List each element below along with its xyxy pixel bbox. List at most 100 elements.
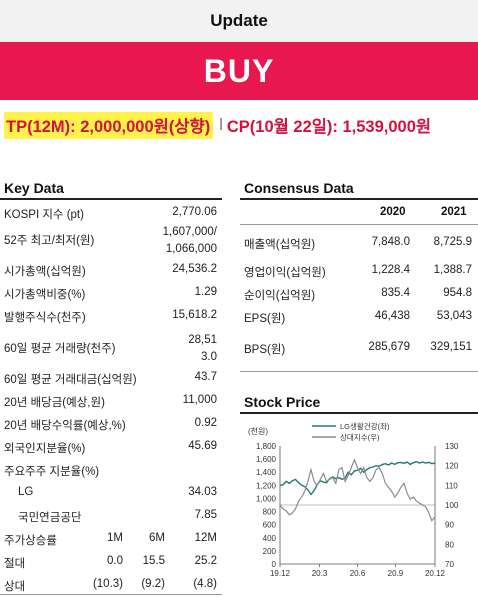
returns-cell: 절대 bbox=[4, 558, 26, 570]
key-data-value: 11,000 bbox=[183, 394, 217, 406]
key-data-label: 시가총액비중(%) bbox=[4, 289, 86, 301]
key-data-label: 20년 배당금(예상,원) bbox=[4, 397, 105, 409]
x-tick-label: 20.3 bbox=[312, 569, 328, 578]
consensus-label: BPS(원) bbox=[244, 344, 286, 356]
returns-cell: 25.2 bbox=[194, 555, 217, 567]
consensus-label: EPS(원) bbox=[244, 313, 286, 325]
key-data-value-line: 1,607,000/ bbox=[162, 226, 217, 238]
separator: l bbox=[219, 115, 223, 134]
consensus-value: 954.8 bbox=[443, 287, 472, 299]
returns-cell: 상대 bbox=[4, 581, 26, 593]
rating-banner: BUY bbox=[0, 42, 478, 100]
key-data-value-line: 7.85 bbox=[194, 509, 217, 521]
key-data-value-line: 1.29 bbox=[194, 286, 217, 298]
y-right-tick-label: 130 bbox=[445, 442, 459, 451]
legend-label: 상대지수(우) bbox=[340, 432, 380, 442]
key-data-value-line: 11,000 bbox=[182, 394, 217, 406]
key-data-value: 0.92 bbox=[195, 417, 217, 429]
key-data-value: 45.69 bbox=[188, 440, 217, 452]
consensus-label: 매출액(십억원) bbox=[244, 239, 316, 251]
y-right-tick-label: 100 bbox=[445, 501, 459, 510]
stock-price-top-rule bbox=[240, 412, 478, 414]
series-line-relative bbox=[279, 458, 436, 522]
consensus-value: 53,043 bbox=[436, 310, 472, 322]
target-price: TP(12M): 2,000,000원(상향) bbox=[4, 111, 214, 139]
consensus-year-1: 2020 bbox=[380, 206, 406, 218]
key-data-value-line: 15,618.2 bbox=[172, 309, 217, 321]
x-tick-label: 19.12 bbox=[270, 569, 291, 578]
x-tick-label: 20.12 bbox=[425, 569, 446, 578]
returns-cell: (9.2) bbox=[141, 578, 165, 590]
y-left-tick-label: 0 bbox=[272, 560, 277, 569]
consensus-year-2: 2021 bbox=[441, 206, 467, 218]
returns-cell: 12M bbox=[194, 532, 217, 544]
key-data-bottom-rule bbox=[0, 594, 222, 595]
x-tick-label: 20.6 bbox=[350, 569, 366, 578]
y-left-tick-label: 200 bbox=[263, 547, 277, 556]
y-right-tick-label: 90 bbox=[445, 521, 454, 530]
stock-price-title: Stock Price bbox=[244, 394, 321, 410]
key-data-value: 34.03 bbox=[188, 486, 217, 498]
key-data-value: 28,51 3.0 bbox=[188, 332, 217, 366]
consensus-label: 영업이익(십억원) bbox=[244, 267, 326, 279]
consensus-value: 835.4 bbox=[381, 287, 410, 299]
consensus-bottom-rule bbox=[240, 371, 478, 372]
key-data-value-line: 1,066,000 bbox=[165, 243, 217, 255]
consensus-value: 8,725.9 bbox=[433, 236, 472, 248]
y-left-tick-label: 1,600 bbox=[256, 455, 277, 464]
key-data-label: 20년 배당수익률(예상,%) bbox=[4, 420, 126, 432]
returns-cell: 0.0 bbox=[107, 555, 123, 567]
key-data-label: 60일 평균 거래대금(십억원) bbox=[4, 374, 137, 386]
key-data-value-line: 28,51 bbox=[188, 334, 217, 346]
key-data-value: 15,618.2 bbox=[172, 309, 217, 321]
returns-cell: 1M bbox=[107, 532, 123, 544]
key-data-label: 60일 평균 거래량(천주) bbox=[4, 343, 116, 355]
y-left-tick-label: 800 bbox=[263, 508, 277, 517]
key-data-label: 국민연금공단 bbox=[18, 512, 82, 524]
x-tick-label: 20.9 bbox=[388, 569, 404, 578]
returns-cell: (4.8) bbox=[193, 578, 217, 590]
consensus-value: 285,679 bbox=[368, 341, 410, 353]
y-right-tick-label: 80 bbox=[445, 540, 454, 549]
y-left-tick-label: 1,400 bbox=[256, 468, 277, 477]
y-left-tick-label: 1,200 bbox=[256, 481, 277, 490]
y-left-tick-label: 600 bbox=[263, 521, 277, 530]
consensus-value: 329,151 bbox=[430, 341, 472, 353]
consensus-value: 1,388.7 bbox=[433, 264, 472, 276]
consensus-title: Consensus Data bbox=[244, 180, 354, 196]
key-data-value-line: 24,536.2 bbox=[172, 263, 217, 275]
key-data-value: 2,770.06 bbox=[172, 206, 217, 218]
y-left-tick-label: 1,000 bbox=[256, 494, 277, 503]
key-data-label: 발행주식수(천주) bbox=[4, 312, 86, 324]
key-data-value-line: 45.69 bbox=[188, 440, 217, 452]
y-left-tick-label: 1,800 bbox=[256, 442, 277, 451]
consensus-value: 7,848.0 bbox=[371, 236, 410, 248]
y-right-tick-label: 120 bbox=[445, 462, 459, 471]
legend-label: LG생활건강(좌) bbox=[340, 421, 390, 431]
y-left-tick-label: 400 bbox=[263, 534, 277, 543]
target-price-line: TP(12M): 2,000,000원(상향) l CP(10월 22일): 1… bbox=[4, 111, 431, 139]
consensus-header-rule bbox=[240, 224, 478, 225]
key-data-value-line: 3.0 bbox=[201, 351, 217, 363]
returns-cell: (10.3) bbox=[92, 578, 123, 590]
consensus-label: 순이익(십억원) bbox=[244, 290, 316, 302]
key-data-value: 24,536.2 bbox=[172, 263, 217, 275]
update-label: Update bbox=[210, 11, 268, 30]
key-data-title: Key Data bbox=[4, 180, 64, 196]
key-data-value: 1,607,000/1,066,000 bbox=[163, 224, 217, 258]
consensus-value: 1,228.4 bbox=[371, 264, 410, 276]
key-data-value-line: 2,770.06 bbox=[172, 206, 217, 218]
consensus-top-rule bbox=[240, 198, 478, 200]
key-data-value-line: 0.92 bbox=[194, 417, 217, 429]
report-type-banner: Update bbox=[0, 0, 478, 42]
key-data-label: 외국인지분율(%) bbox=[4, 443, 86, 455]
key-data-value: 43.7 bbox=[195, 371, 217, 383]
returns-cell: 15.5 bbox=[142, 555, 165, 567]
key-data-label: LG bbox=[18, 486, 34, 498]
y-right-tick-label: 110 bbox=[445, 481, 458, 490]
stock-price-chart: (천원) 0 200 400 600 800 1,000 1,200 1,400 1,600 1,8… bbox=[248, 421, 459, 578]
key-data-value: 7.85 bbox=[195, 509, 217, 521]
key-data-value-line: 43.7 bbox=[194, 371, 217, 383]
y-axis-label: (천원) bbox=[248, 426, 268, 436]
key-data-top-rule bbox=[0, 198, 222, 200]
